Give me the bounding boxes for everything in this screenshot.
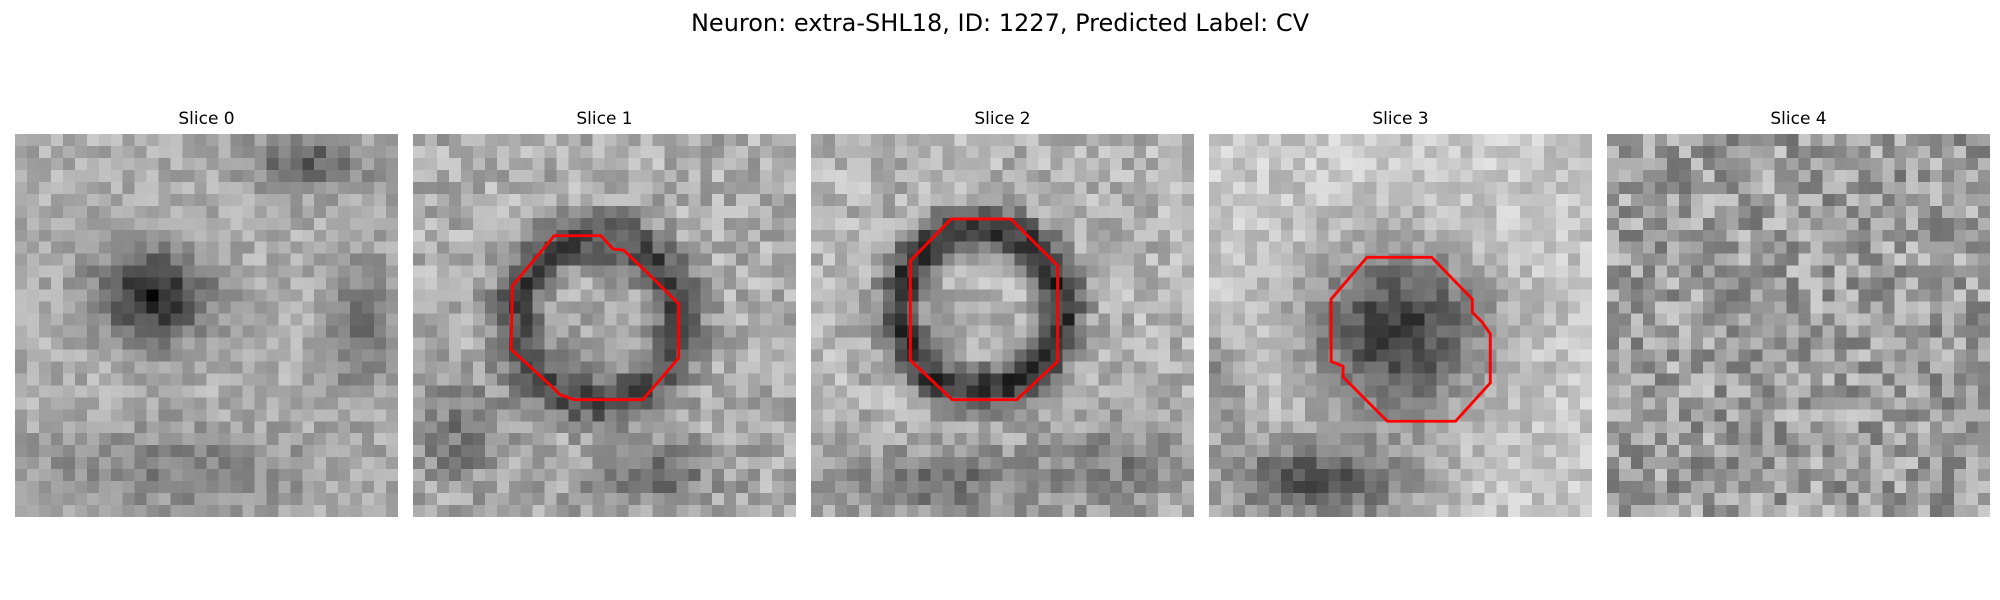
slice-image-1 bbox=[413, 134, 796, 517]
slice-image-4 bbox=[1607, 134, 1990, 517]
slice-panel-3: Slice 3 bbox=[1209, 108, 1592, 517]
cell-contour bbox=[509, 234, 681, 402]
cell-contour bbox=[908, 217, 1059, 402]
cell-contour bbox=[1329, 255, 1492, 423]
slice-title: Slice 0 bbox=[178, 109, 235, 129]
slice-image-2 bbox=[811, 134, 1194, 517]
slice-title: Slice 4 bbox=[1770, 109, 1827, 129]
figure-title: Neuron: extra-SHL18, ID: 1227, Predicted… bbox=[690, 9, 1310, 37]
slice-panel-4: Slice 4 bbox=[1607, 108, 1990, 517]
slice-panel-0: Slice 0 bbox=[15, 108, 398, 517]
slice-panel-2: Slice 2 bbox=[811, 108, 1194, 517]
slice-title: Slice 3 bbox=[1372, 109, 1429, 129]
slice-title: Slice 1 bbox=[576, 109, 633, 129]
slice-image-0 bbox=[15, 134, 398, 517]
slice-panel-1: Slice 1 bbox=[413, 108, 796, 517]
slice-image-3 bbox=[1209, 134, 1592, 517]
slice-title: Slice 2 bbox=[974, 109, 1031, 129]
